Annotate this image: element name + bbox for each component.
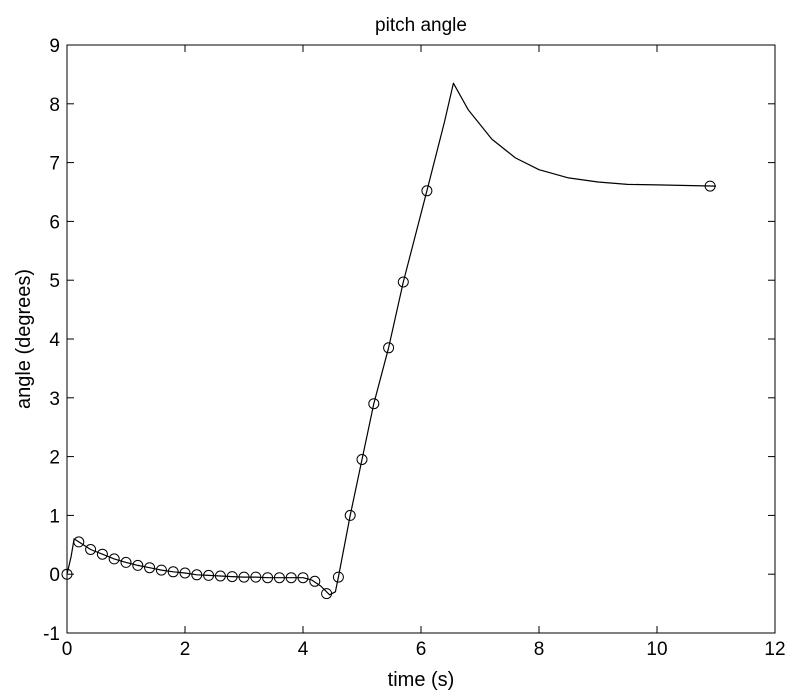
data-point-marker	[356, 454, 368, 465]
data-point-marker	[383, 342, 395, 354]
y-tick-label: 5	[49, 271, 60, 292]
y-tick-label: 2	[49, 448, 60, 469]
data-point-marker	[214, 570, 226, 582]
y-axis-ticks: -1 0 1 2 3 4 5 6 7 8 9	[43, 36, 775, 645]
y-tick-label: 1	[49, 506, 60, 527]
data-point-marker	[226, 571, 238, 583]
data-point-marker	[85, 544, 97, 555]
data-point-marker	[108, 553, 120, 565]
data-point-marker	[332, 571, 344, 583]
data-point-marker	[321, 588, 333, 600]
y-tick-label: 3	[49, 389, 60, 410]
data-point-marker	[191, 569, 203, 581]
data-point-marker	[238, 571, 250, 583]
data-point-marker	[273, 572, 285, 584]
data-point-marker	[344, 509, 356, 521]
data-point-marker	[421, 185, 433, 197]
data-point-marker	[397, 276, 409, 288]
y-tick-label: 7	[49, 154, 60, 175]
data-point-marker	[61, 568, 73, 580]
data-point-marker	[297, 572, 309, 584]
data-point-marker	[704, 180, 716, 192]
y-axis-label: angle (degrees)	[13, 269, 35, 409]
data-point-marker	[203, 569, 215, 581]
x-axis-ticks: 0 2 4 6 8 10 12	[62, 45, 786, 660]
y-tick-label: 9	[49, 36, 60, 57]
y-tick-label: 0	[49, 565, 60, 586]
x-tick-label: 8	[534, 639, 545, 660]
y-tick-label: 8	[49, 95, 60, 116]
data-point-marker	[73, 536, 85, 548]
data-point-marker	[96, 548, 108, 560]
y-tick-label: -1	[43, 624, 60, 645]
x-tick-label: 0	[62, 639, 73, 660]
data-point-marker	[368, 398, 380, 410]
data-point-marker	[120, 556, 132, 568]
data-point-marker	[167, 566, 179, 578]
x-axis-label: time (s)	[388, 669, 455, 691]
data-point-marker	[155, 564, 167, 576]
x-tick-label: 4	[298, 639, 309, 660]
x-tick-label: 2	[180, 639, 191, 660]
y-tick-label: 4	[49, 330, 60, 351]
chart-title: pitch angle	[375, 15, 467, 36]
data-point-marker	[262, 572, 274, 584]
y-tick-label: 6	[49, 212, 60, 233]
data-point-marker	[309, 575, 321, 587]
x-tick-label: 6	[416, 639, 427, 660]
marker-layer	[61, 180, 716, 600]
data-point-marker	[144, 562, 156, 574]
x-tick-label: 10	[646, 639, 667, 660]
data-point-marker	[285, 572, 297, 584]
data-point-marker	[250, 571, 262, 583]
data-point-marker	[132, 559, 144, 571]
data-point-marker	[179, 567, 191, 579]
x-tick-label: 12	[764, 639, 785, 660]
